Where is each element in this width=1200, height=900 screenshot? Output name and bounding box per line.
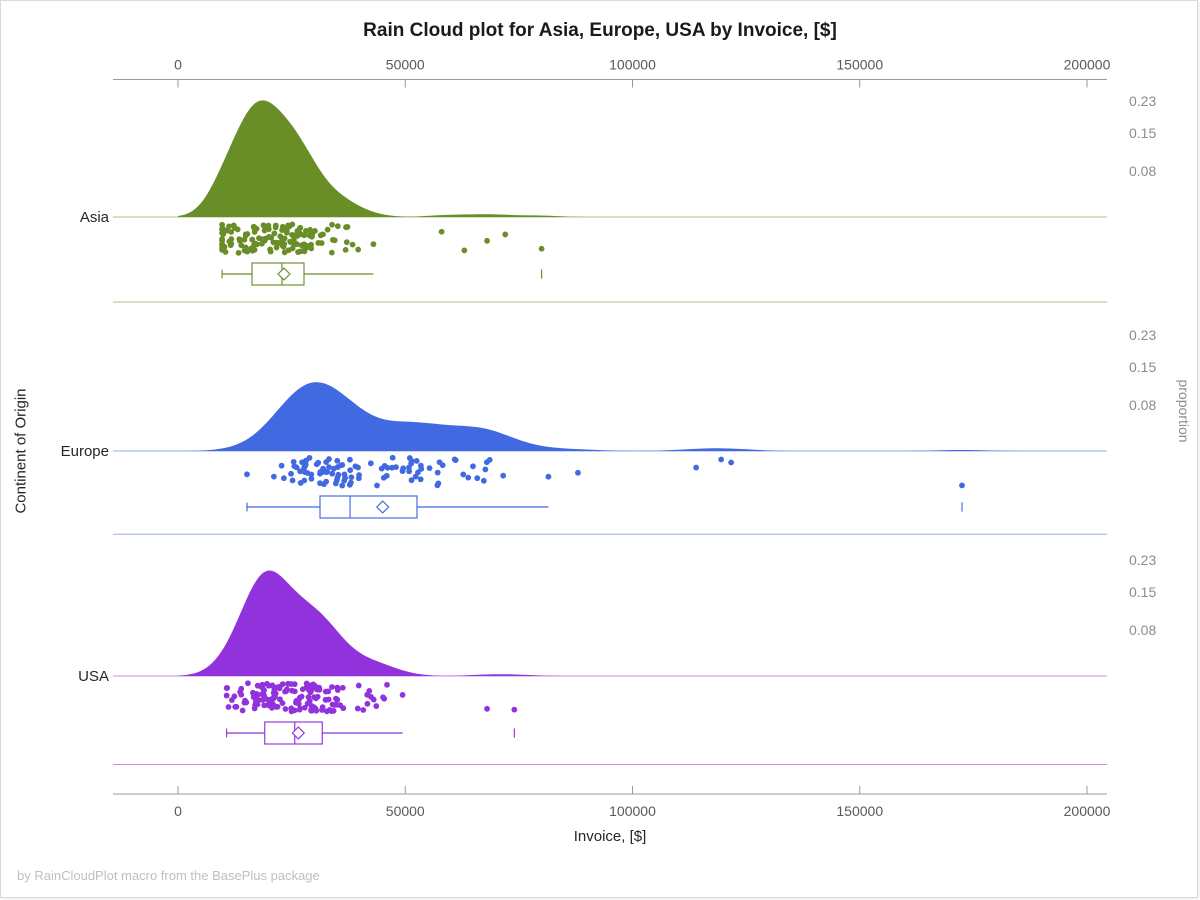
svg-text:proportion: proportion	[1176, 379, 1192, 442]
svg-text:100000: 100000	[609, 803, 656, 819]
svg-text:0.08: 0.08	[1129, 622, 1156, 638]
svg-text:50000: 50000	[386, 57, 425, 73]
svg-text:Europe: Europe	[61, 443, 109, 460]
svg-text:150000: 150000	[836, 57, 883, 73]
svg-text:0.08: 0.08	[1129, 397, 1156, 413]
svg-text:200000: 200000	[1064, 57, 1111, 73]
svg-text:0.08: 0.08	[1129, 163, 1156, 179]
svg-text:Invoice, [$]: Invoice, [$]	[574, 828, 647, 845]
svg-text:0: 0	[174, 57, 182, 73]
svg-text:Asia: Asia	[80, 209, 110, 226]
svg-text:200000: 200000	[1064, 803, 1111, 819]
svg-text:0.15: 0.15	[1129, 584, 1156, 600]
svg-text:0.15: 0.15	[1129, 125, 1156, 141]
svg-text:0.23: 0.23	[1129, 93, 1156, 109]
svg-text:0.23: 0.23	[1129, 552, 1156, 568]
svg-text:0.23: 0.23	[1129, 327, 1156, 343]
svg-text:0: 0	[174, 803, 182, 819]
svg-text:50000: 50000	[386, 803, 425, 819]
svg-text:USA: USA	[78, 668, 109, 685]
svg-text:0.15: 0.15	[1129, 359, 1156, 375]
svg-text:150000: 150000	[836, 803, 883, 819]
svg-text:100000: 100000	[609, 57, 656, 73]
